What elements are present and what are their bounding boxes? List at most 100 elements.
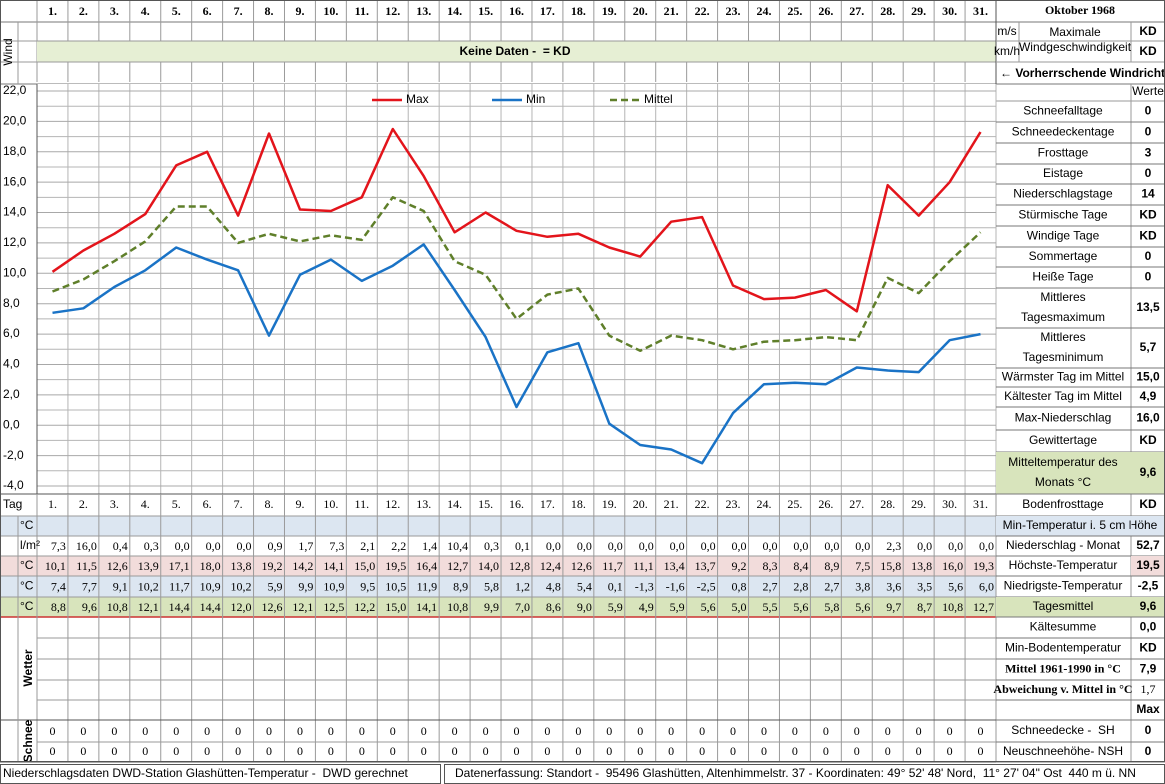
table-cell: 0,0 <box>979 539 994 553</box>
y-tick-label: 10,0 <box>3 265 27 279</box>
table-cell: 5,6 <box>948 579 963 593</box>
table-cell: 0,0 <box>175 539 190 553</box>
table-cell: 12,1 <box>138 600 159 614</box>
day-label: 21. <box>664 4 679 18</box>
summary-value: -2,5 <box>1138 579 1159 593</box>
table-cell: 5,6 <box>855 600 870 614</box>
table-cell: 14,1 <box>416 600 437 614</box>
summary-label: Mittel 1961-1990 in °C <box>1005 661 1121 675</box>
day-label: 15. <box>478 4 493 18</box>
table-cell: 8,9 <box>824 559 839 573</box>
snow-cell: 0 <box>854 744 860 758</box>
day-label: 24. <box>756 497 771 511</box>
y-tick-label: 8,0 <box>3 296 20 310</box>
table-cell: 8,3 <box>762 559 777 573</box>
table-cell: 10,9 <box>200 579 221 593</box>
summary-label: Sommertage <box>1029 249 1098 263</box>
summary-value: 9,6 <box>1140 465 1157 479</box>
table-cell: 0,4 <box>113 539 128 553</box>
table-cell: 2,7 <box>762 579 777 593</box>
table-cell: 8,4 <box>793 559 808 573</box>
table-cell: -1,3 <box>635 579 654 593</box>
table-cell: 5,6 <box>701 600 716 614</box>
legend-label: Mittel <box>644 92 673 106</box>
snow-cell: 0 <box>823 744 829 758</box>
summary-label: Min-Temperatur i. 5 cm Höhe <box>1003 518 1158 532</box>
snow-cell: 0 <box>668 724 674 738</box>
wind-max-label: Windgeschwindigkeit <box>1019 40 1132 54</box>
day-label: 6. <box>203 4 212 18</box>
day-label: 29. <box>911 4 926 18</box>
table-cell: 5,6 <box>793 600 808 614</box>
table-cell: 13,7 <box>695 559 716 573</box>
snow-cell: 0 <box>978 744 984 758</box>
table-cell: 12,5 <box>323 600 344 614</box>
snow-cell: 0 <box>80 744 86 758</box>
summary-label: Stürmische Tage <box>1018 208 1107 222</box>
table-cell: 0,0 <box>639 539 654 553</box>
table-cell: 14,0 <box>478 559 499 573</box>
snow-cell: 0 <box>297 744 303 758</box>
day-label: 9. <box>295 4 304 18</box>
table-cell: 2,1 <box>360 539 375 553</box>
unit-label: °C <box>20 579 34 593</box>
summary-value: 15,0 <box>1136 370 1160 384</box>
table-cell: 0,0 <box>855 539 870 553</box>
day-label: 27. <box>849 497 864 511</box>
snow-cell: 0 <box>730 744 736 758</box>
table-cell: 8,8 <box>51 600 66 614</box>
y-tick-label: 4,0 <box>3 357 20 371</box>
day-label: 7. <box>234 4 243 18</box>
summary-value: 3 <box>1145 146 1152 160</box>
table-cell: 14,4 <box>169 600 190 614</box>
snow-cell: 0 <box>421 744 427 758</box>
table-cell: 14,2 <box>292 559 313 573</box>
day-label: 8. <box>265 4 274 18</box>
day-label: 3. <box>110 4 119 18</box>
table-cell: 12,7 <box>447 559 468 573</box>
day-label: 12. <box>385 4 400 18</box>
day-label: 10. <box>323 4 338 18</box>
summary-span-cover <box>1130 516 1132 536</box>
snow-cell: 0 <box>514 724 520 738</box>
day-label: 5. <box>172 4 181 18</box>
summary-value: 13,5 <box>1136 300 1160 314</box>
summary-label: Kältesumme <box>1030 620 1097 634</box>
summary-value: 0 <box>1145 104 1152 118</box>
table-cell: 10,9 <box>323 579 344 593</box>
day-label: 31. <box>973 497 988 511</box>
summary-value: 5,7 <box>1140 340 1157 354</box>
y-tick-label: 22,0 <box>3 83 27 97</box>
snow-cell: 0 <box>49 724 55 738</box>
table-cell: 9,2 <box>732 559 747 573</box>
table-cell: 7,3 <box>51 539 66 553</box>
snow-cell: 0 <box>483 744 489 758</box>
summary-label: Monats °C <box>1035 475 1091 489</box>
table-cell: 18,0 <box>200 559 221 573</box>
summary-row-fill <box>996 597 1165 617</box>
summary-value: 0 <box>1145 723 1152 737</box>
snow-cell: 0 <box>359 744 365 758</box>
snow-cell: 0 <box>204 744 210 758</box>
table-cell: 12,2 <box>354 600 375 614</box>
table-cell: 14,1 <box>323 559 344 573</box>
summary-label: Min-Bodentemperatur <box>1005 641 1121 655</box>
table-cell: 0,0 <box>701 539 716 553</box>
y-tick-label: 12,0 <box>3 235 27 249</box>
summary-value: 9,6 <box>1140 599 1157 613</box>
summary-value: 0 <box>1145 744 1152 758</box>
table-cell: 5,9 <box>608 600 623 614</box>
summary-value: KD <box>1139 497 1157 511</box>
table-cell: 9,9 <box>484 600 499 614</box>
snow-cell: 0 <box>452 744 458 758</box>
table-cell: 10,8 <box>107 600 128 614</box>
summary-value: 0 <box>1145 249 1152 263</box>
summary-label: Mittleres <box>1040 290 1085 304</box>
snow-cell: 0 <box>606 724 612 738</box>
table-cell: 9,6 <box>82 600 97 614</box>
day-label: 19. <box>602 497 617 511</box>
snow-cell: 0 <box>575 744 581 758</box>
day-label: 12. <box>385 497 400 511</box>
day-label: 23. <box>726 4 741 18</box>
table-cell: 0,0 <box>732 539 747 553</box>
